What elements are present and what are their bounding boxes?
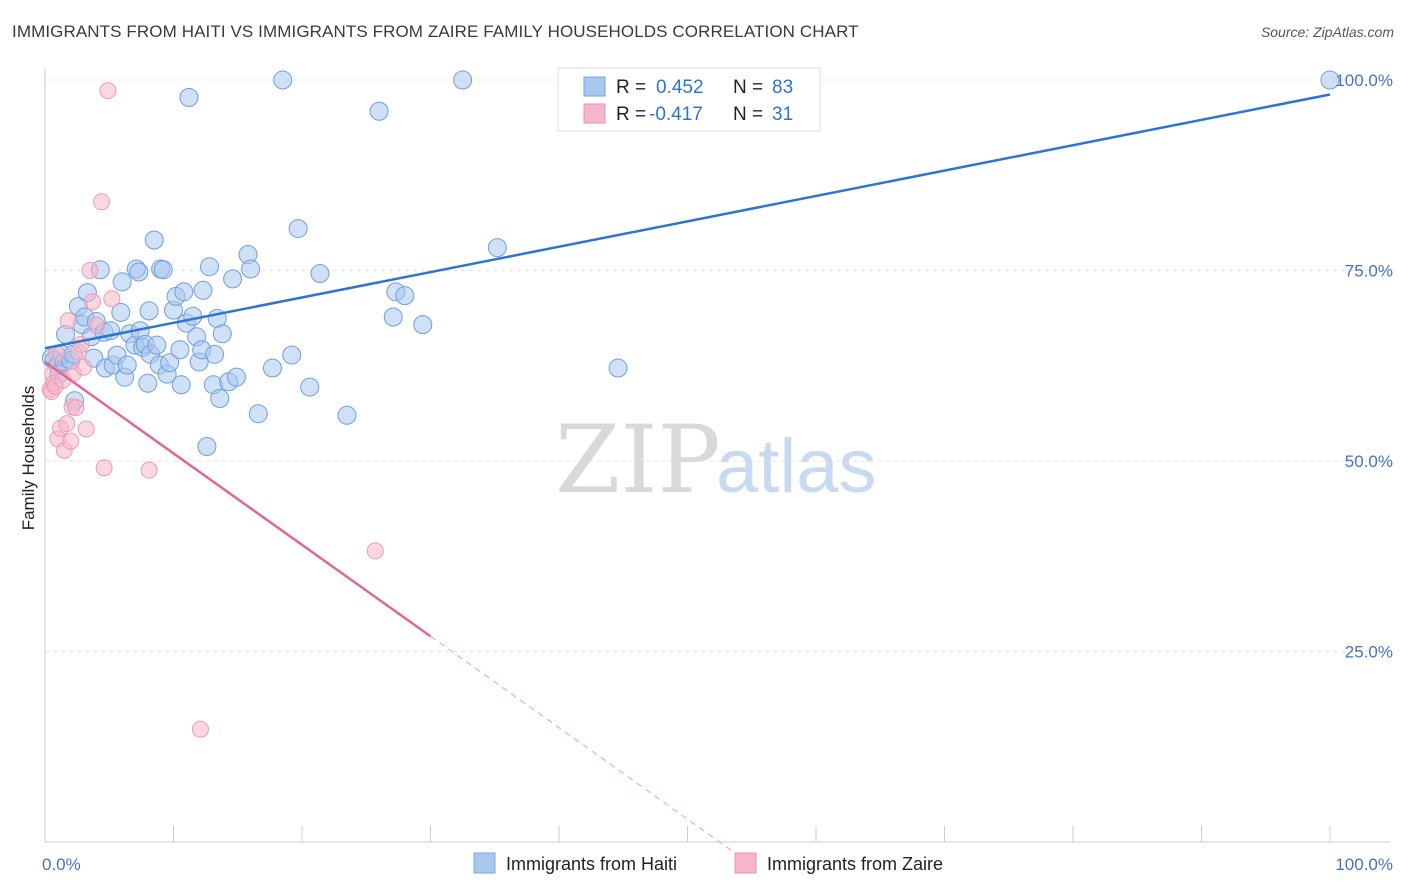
haiti-point-83: [608, 358, 628, 378]
zaire-r-value: -0.417: [649, 104, 703, 125]
haiti-point-46: [170, 340, 190, 360]
zaire-point-23: [93, 193, 111, 211]
haiti-point-81: [453, 70, 473, 90]
haiti-point-84: [1320, 70, 1340, 90]
haiti-r-label: R =: [616, 77, 646, 98]
zaire-legend-swatch: [583, 103, 606, 124]
y-axis-title: Family Households: [19, 386, 38, 531]
zaire-n-value: 31: [772, 104, 793, 125]
zaire-point-20: [81, 262, 99, 279]
zaire-trend-line: [44, 360, 432, 638]
haiti-point-61: [210, 389, 230, 409]
zaire-point-18: [75, 358, 93, 376]
haiti-legend-swatch: [583, 76, 606, 97]
zaire-point-10: [58, 415, 76, 433]
gridlines: [45, 79, 1390, 652]
zaire-point-25: [99, 82, 117, 100]
stats-legend: R = 0.452 N = 83 R = -0.417 N = 31: [557, 67, 821, 132]
haiti-point-51: [183, 306, 203, 326]
source-label: Source: ZipAtlas.com: [1260, 24, 1394, 40]
haiti-point-77: [383, 307, 403, 327]
haiti-point-75: [337, 405, 357, 425]
haiti-point-26: [117, 355, 137, 375]
tick-labels: 25.0% 50.0% 75.0% 100.0% 0.0% 100.0%: [42, 71, 1393, 874]
trend-lines: [44, 93, 1331, 866]
zaire-point-19: [77, 420, 95, 438]
haiti-point-69: [262, 358, 282, 378]
haiti-n-label: N =: [733, 77, 763, 98]
haiti-point-48: [174, 282, 194, 302]
haiti-point-56: [197, 437, 217, 457]
legend-haiti-swatch: [473, 852, 496, 874]
zaire-point-21: [84, 293, 102, 311]
haiti-point-34: [138, 373, 158, 393]
zaire-trend-extension: [430, 635, 753, 866]
haiti-point-37: [144, 230, 164, 250]
series-legend: Immigrants from Haiti Immigrants from Za…: [473, 852, 943, 874]
haiti-point-47: [171, 375, 191, 395]
zaire-point-26: [103, 290, 121, 308]
haiti-point-30: [129, 262, 149, 282]
haiti-point-80: [413, 315, 433, 335]
haiti-trend-line: [44, 93, 1331, 350]
haiti-r-value: 0.452: [656, 77, 704, 98]
watermark: ZIP atlas: [555, 406, 877, 515]
legend-haiti-label: Immigrants from Haiti: [506, 854, 677, 874]
haiti-point-43: [160, 353, 180, 373]
zaire-point-28: [191, 720, 209, 738]
haiti-point-76: [369, 101, 389, 121]
haiti-point-23: [111, 302, 131, 322]
haiti-point-38: [147, 335, 167, 355]
haiti-point-62: [212, 324, 232, 344]
haiti-point-67: [241, 259, 261, 279]
haiti-point-64: [223, 269, 243, 289]
zaire-point-24: [95, 459, 113, 477]
haiti-point-50: [179, 88, 199, 108]
haiti-n-value: 83: [772, 77, 793, 98]
y-tick-label-2: 75.0%: [1345, 262, 1393, 281]
watermark-zip: ZIP: [555, 406, 721, 515]
zaire-n-label: N =: [733, 104, 763, 125]
axes: [44, 68, 1390, 843]
legend-zaire-swatch: [734, 852, 757, 874]
haiti-point-35: [139, 301, 159, 321]
zaire-r-label: R =: [616, 104, 646, 125]
haiti-points: [41, 70, 1340, 457]
zaire-point-29: [366, 542, 384, 560]
zaire-point-27: [140, 461, 158, 479]
haiti-point-73: [300, 377, 320, 397]
watermark-atlas: atlas: [716, 424, 877, 509]
y-tick-label-3: 100.0%: [1335, 71, 1393, 90]
haiti-point-41: [153, 260, 173, 280]
haiti-point-55: [193, 280, 213, 300]
zaire-point-12: [62, 432, 80, 450]
haiti-point-59: [205, 344, 225, 364]
haiti-point-65: [226, 367, 246, 387]
x-tick-label-1: 100.0%: [1335, 855, 1393, 874]
chart-title: IMMIGRANTS FROM HAITI VS IMMIGRANTS FROM…: [12, 22, 859, 41]
y-tick-label-1: 50.0%: [1345, 452, 1393, 471]
x-tick-label-0: 0.0%: [42, 855, 81, 874]
haiti-point-70: [273, 70, 293, 90]
haiti-point-72: [288, 219, 308, 239]
zaire-point-11: [59, 312, 77, 330]
legend-zaire-label: Immigrants from Zaire: [767, 854, 943, 874]
haiti-point-24: [112, 272, 132, 292]
haiti-point-82: [487, 238, 507, 258]
haiti-point-57: [199, 257, 219, 277]
haiti-point-71: [282, 345, 302, 365]
haiti-point-74: [310, 264, 330, 284]
haiti-point-79: [395, 286, 415, 306]
zaire-point-15: [67, 399, 85, 417]
zaire-points: [41, 82, 384, 738]
y-tick-label-0: 25.0%: [1345, 643, 1393, 662]
haiti-point-68: [248, 404, 268, 424]
zaire-point-22: [87, 316, 105, 334]
